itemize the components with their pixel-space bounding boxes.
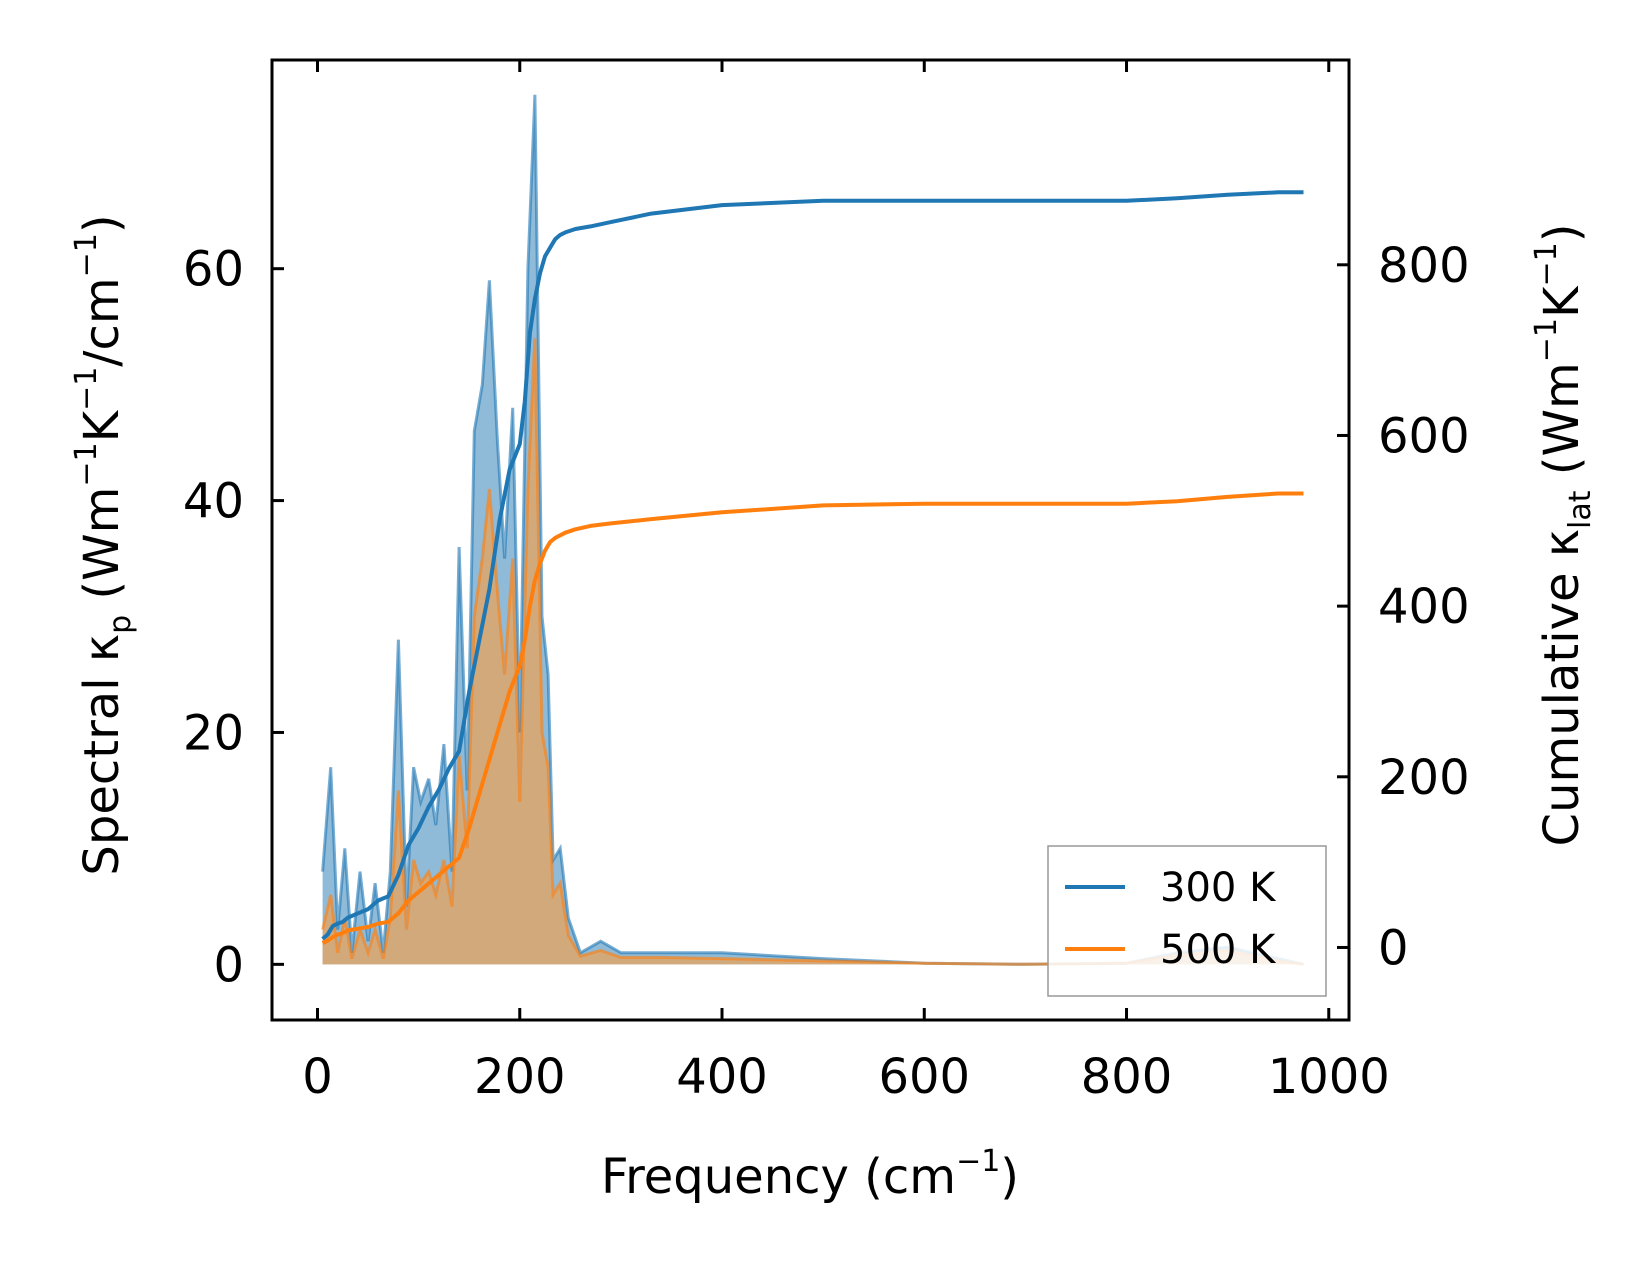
- spectral-area-300k: [322, 94, 1304, 965]
- legend: 300 K 500 K: [1047, 845, 1327, 997]
- y-left-sub: p: [103, 615, 138, 634]
- y-left-tick-label-20: 20: [183, 705, 244, 761]
- y-left-sup-2: −1: [69, 367, 104, 411]
- data-layer: [321, 94, 1304, 966]
- plot-frame: [270, 58, 1351, 1022]
- x-tick-label-800: 800: [1081, 1049, 1173, 1105]
- y-left-unit-open: (Wm: [74, 487, 130, 615]
- y-left-tick-label-0: 0: [213, 937, 244, 993]
- y-left-close: ): [74, 214, 130, 233]
- y-right-tick-label-400: 400: [1378, 579, 1470, 635]
- y-left-tick-label-60: 60: [183, 242, 244, 298]
- legend-label-300k: 300 K: [1160, 865, 1277, 911]
- cumulative-line-500k: [321, 491, 1304, 945]
- y-right-sup-2: −1: [1529, 242, 1564, 286]
- x-tick-label-400: 400: [676, 1049, 768, 1105]
- y-right-prefix: Cumulative κ: [1534, 529, 1590, 847]
- y-left-sup-3: −1: [69, 233, 104, 277]
- y-right-tick-label-600: 600: [1378, 408, 1470, 464]
- legend-box: [1047, 845, 1327, 997]
- x-axis-title: Frequency (cm−1): [601, 1144, 1019, 1205]
- y-right-tick-label-0: 0: [1378, 920, 1409, 976]
- spectral-area-500k: [322, 338, 1304, 965]
- y-left-u2: /cm: [74, 277, 130, 366]
- y-left-prefix: Spectral κ: [74, 634, 130, 876]
- y-axis-right-title: Cumulative κlat (Wm−1K−1): [1529, 224, 1598, 847]
- y-left-tick-label-40: 40: [183, 474, 244, 530]
- x-tick-label-600: 600: [878, 1049, 970, 1105]
- legend-label-500k: 500 K: [1160, 927, 1277, 973]
- y-right-u1: K: [1534, 285, 1590, 318]
- spectral-outline-500k: [321, 338, 1304, 966]
- x-axis-unit: cm: [883, 1149, 956, 1205]
- x-axis-unit-sup: −1: [956, 1144, 1000, 1179]
- cumulative-line-300k: [321, 190, 1304, 941]
- y-right-unit-open: (Wm: [1534, 362, 1590, 490]
- y-right-sup-1: −1: [1529, 318, 1564, 362]
- x-tick-label-0: 0: [302, 1049, 333, 1105]
- y-left-sup-1: −1: [69, 442, 104, 486]
- y-axis-left-title: Spectral κp (Wm−1K−1/cm−1): [69, 214, 138, 875]
- y-right-tick-label-800: 800: [1378, 238, 1470, 294]
- x-tick-label-200: 200: [474, 1049, 566, 1105]
- spectral-outline-300k: [321, 94, 1304, 966]
- y-right-close: ): [1534, 224, 1590, 243]
- y-left-u1: K: [74, 409, 130, 442]
- x-tick-label-1000: 1000: [1268, 1049, 1390, 1105]
- x-axis-title-text: Frequency: [601, 1149, 849, 1205]
- y-right-sub: lat: [1563, 490, 1598, 529]
- y-right-tick-label-200: 200: [1378, 750, 1470, 806]
